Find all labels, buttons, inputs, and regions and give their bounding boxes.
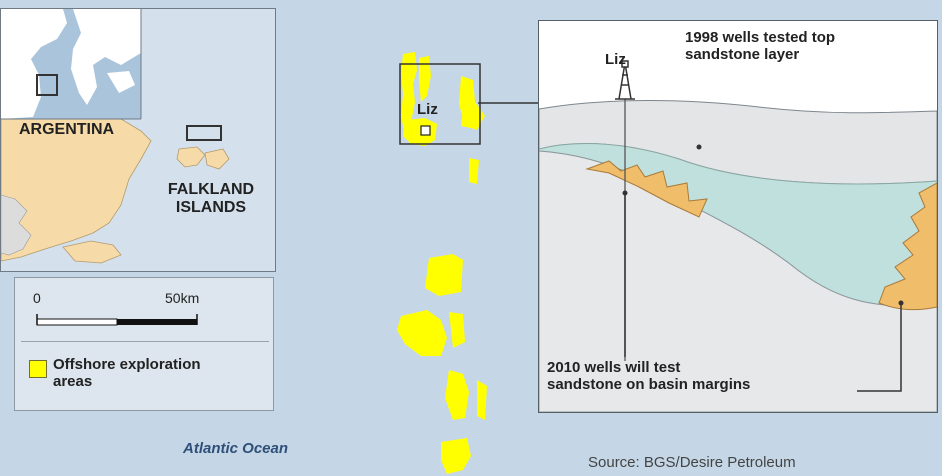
bottom-callout: 2010 wells will test sandstone on basin … [547, 359, 750, 394]
scale-start-label: 0 [33, 290, 41, 306]
legend-swatch [29, 360, 47, 378]
top-callout: 1998 wells tested top sandstone layer [685, 29, 835, 64]
label-islands: ISLANDS [151, 199, 271, 217]
label-falkland: FALKLAND [151, 181, 271, 199]
scale-end-label: 50km [165, 290, 199, 306]
scale-bar [33, 314, 203, 330]
liz-well-marker [421, 126, 430, 135]
inset-map [1, 9, 276, 272]
legend-label: Offshore exploration areas [53, 356, 201, 391]
scale-legend-panel: 0 50km Offshore exploration areas [14, 277, 274, 411]
bottom-callout-line2: sandstone on basin margins [547, 376, 750, 393]
map-liz-label: Liz [417, 101, 438, 118]
bottom-callout-line1: 2010 wells will test [547, 359, 750, 376]
connector-line [478, 98, 540, 108]
top-callout-line1: 1998 wells tested top [685, 29, 835, 46]
cross-section-panel: Liz 1998 wells tested top sandstone laye… [538, 20, 938, 413]
source-credit: Source: BGS/Desire Petroleum [588, 454, 796, 471]
legend-label-line2: areas [53, 373, 201, 390]
ocean-label: Atlantic Ocean [183, 440, 288, 457]
cross-section-liz-label: Liz [605, 51, 626, 68]
legend-label-line1: Offshore exploration [53, 356, 201, 373]
label-argentina: ARGENTINA [19, 121, 114, 139]
inset-map-panel: ARGENTINA FALKLAND ISLANDS [0, 8, 276, 272]
globe-thumbnail [1, 9, 141, 119]
top-callout-line2: sandstone layer [685, 46, 835, 63]
label-falkland-islands: FALKLAND ISLANDS [151, 181, 271, 218]
exploration-area-shapes [397, 52, 487, 474]
cross-section-diagram [539, 21, 937, 412]
